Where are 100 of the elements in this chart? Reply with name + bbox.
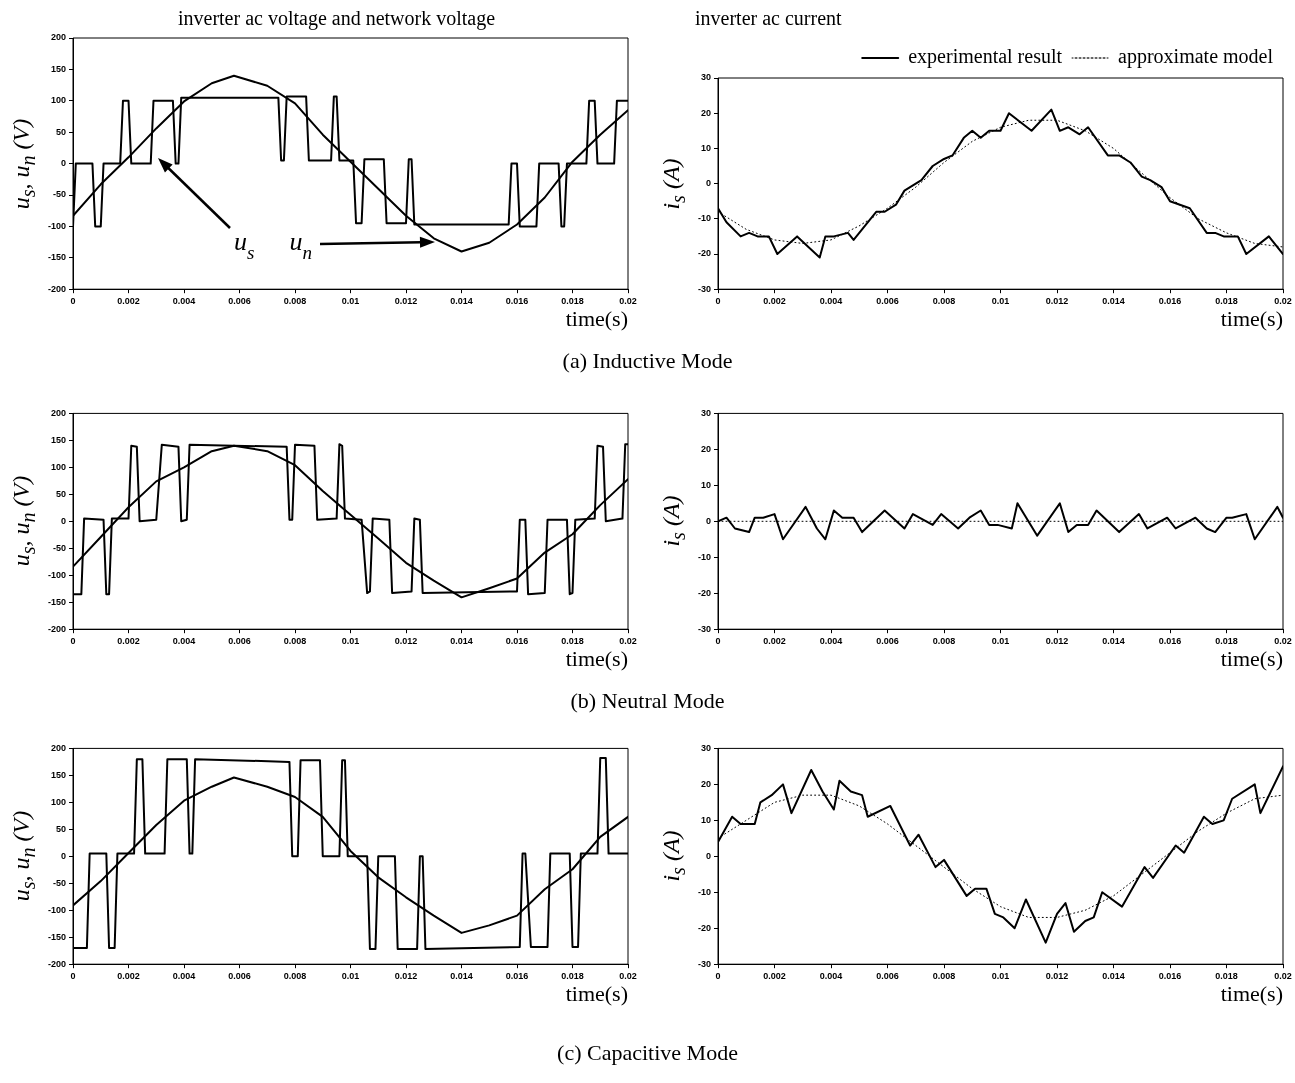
x-tick-label: 0.02: [619, 636, 637, 647]
x-tick-label: 0.012: [1045, 636, 1069, 647]
x-tick-label: 0.012: [1045, 971, 1069, 982]
y-tick-label: 200: [50, 32, 67, 43]
x-tick-label: 0: [70, 971, 76, 982]
x-tick-label: 0.016: [1158, 971, 1182, 982]
x-tick-label: 0.014: [450, 971, 473, 982]
y-tick-label: 0: [705, 178, 712, 189]
y-tick-label: -100: [48, 569, 67, 580]
y-tick-label: -150: [48, 596, 67, 607]
y-tick-label: -200: [48, 623, 67, 634]
x-tick-label: 0.002: [117, 636, 140, 647]
y-tick-label: 0: [61, 158, 67, 169]
x-tick-label: 0.004: [819, 636, 843, 647]
y-tick-label: -50: [53, 542, 67, 553]
x-tick-label: 0.018: [561, 971, 584, 982]
x-tick-label: 0.02: [619, 971, 637, 982]
y-tick-label: 0: [61, 515, 67, 526]
x-tick-label: 0.01: [341, 296, 360, 307]
y-tick-label: -200: [48, 283, 67, 294]
y-tick-label: -100: [48, 904, 67, 915]
x-tick-label: 0.014: [450, 636, 473, 647]
x-tick-label: 0.02: [1274, 296, 1292, 307]
y-tick-label: 50: [56, 488, 67, 499]
x-tick-label: 0.002: [117, 971, 140, 982]
x-tick-label: 0.016: [505, 636, 529, 647]
x-tick-label: 0.014: [1102, 636, 1125, 647]
x-tick-label: 0.004: [172, 971, 196, 982]
x-tick-label: 0: [715, 971, 721, 982]
y-tick-label: -20: [697, 248, 712, 259]
y-tick-label: -30: [697, 623, 712, 634]
x-tick-label: 0.006: [876, 636, 899, 647]
x-tick-label: 0.016: [505, 296, 529, 307]
x-tick-label: 0: [715, 296, 721, 307]
y-tick-label: 0: [705, 515, 712, 526]
x-tick-label: 0.01: [991, 296, 1010, 307]
x-tick-label: 0.006: [876, 971, 899, 982]
y-tick-label: 100: [50, 796, 67, 807]
y-tick-label: -30: [697, 283, 712, 294]
y-tick-label: -10: [697, 213, 712, 224]
legend-label: approximate model: [1118, 45, 1274, 69]
y-tick-label: -20: [697, 587, 712, 598]
y-tick-label: -50: [53, 877, 67, 888]
y-tick-label: 10: [700, 142, 712, 153]
x-tick-label: 0.01: [341, 636, 360, 647]
x-tick-label: 0.016: [1158, 296, 1182, 307]
x-tick-label: 0.012: [1045, 296, 1069, 307]
x-tick-label: 0.018: [561, 296, 584, 307]
y-tick-label: 30: [700, 407, 712, 418]
chart-title: inverter ac voltage and network voltage: [177, 7, 496, 31]
x-tick-label: 0.01: [341, 971, 360, 982]
y-tick-label: 200: [50, 742, 67, 753]
x-axis-title: time(s): [1220, 646, 1283, 672]
y-tick-label: 0: [705, 850, 712, 861]
x-tick-label: 0: [715, 636, 721, 647]
x-tick-label: 0.002: [763, 971, 786, 982]
x-tick-label: 0.008: [932, 971, 956, 982]
y-tick-label: 10: [700, 479, 712, 490]
x-tick-label: 0.014: [1102, 296, 1125, 307]
x-tick-label: 0.016: [505, 971, 529, 982]
y-tick-label: -150: [48, 252, 67, 263]
y-tick-label: -20: [697, 922, 712, 933]
y-tick-label: 30: [700, 72, 712, 83]
y-tick-label: -200: [48, 958, 67, 969]
x-tick-label: 0.008: [283, 296, 307, 307]
x-tick-label: 0: [70, 636, 76, 647]
text: (c) Capacitive Mode: [556, 1040, 739, 1066]
x-tick-label: 0.002: [117, 296, 140, 307]
x-tick-label: 0.008: [932, 636, 956, 647]
x-axis-title: time(s): [565, 981, 628, 1007]
text: (a) Inductive Mode: [561, 348, 734, 374]
x-tick-label: 0.012: [394, 636, 418, 647]
y-tick-label: 150: [50, 769, 67, 780]
chart-title: inverter ac current: [695, 7, 843, 30]
y-tick-label: 30: [700, 742, 712, 753]
y-tick-label: 200: [50, 407, 67, 418]
x-tick-label: 0.004: [819, 296, 843, 307]
y-tick-label: -10: [697, 551, 712, 562]
x-tick-label: 0.02: [1274, 636, 1292, 647]
x-tick-label: 0.006: [228, 971, 251, 982]
x-tick-label: 0.006: [228, 636, 251, 647]
x-tick-label: 0.01: [991, 636, 1010, 647]
x-tick-label: 0.018: [1215, 636, 1238, 647]
y-tick-label: -30: [697, 958, 712, 969]
x-axis-title: time(s): [565, 306, 628, 332]
y-tick-label: 150: [50, 434, 67, 445]
x-axis-title: time(s): [1220, 306, 1283, 332]
annotation: u$_{n}$: [289, 226, 312, 263]
y-tick-label: 20: [700, 443, 712, 454]
y-tick-label: 20: [700, 107, 712, 118]
x-tick-label: 0.006: [876, 296, 899, 307]
x-tick-label: 0.018: [1215, 971, 1238, 982]
x-tick-label: 0.012: [394, 296, 418, 307]
x-tick-label: 0.02: [619, 296, 637, 307]
y-tick-label: 50: [56, 823, 67, 834]
x-tick-label: 0.014: [1102, 971, 1125, 982]
x-tick-label: 0.004: [819, 971, 843, 982]
x-tick-label: 0.002: [763, 296, 786, 307]
x-tick-label: 0.018: [561, 636, 584, 647]
x-tick-label: 0.008: [283, 971, 307, 982]
